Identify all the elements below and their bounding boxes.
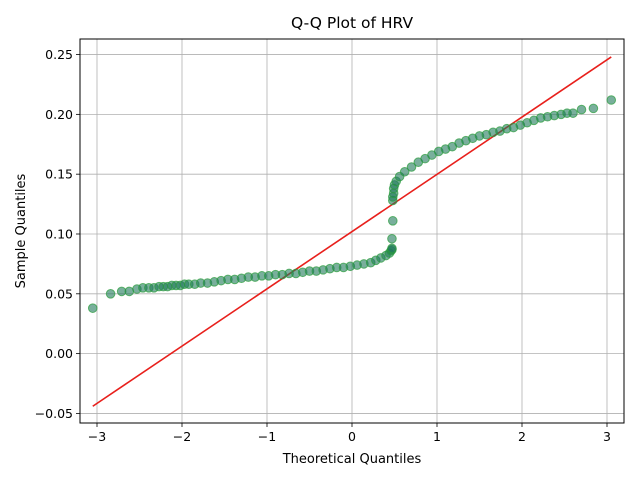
data-point: [399, 166, 410, 177]
data-point: [388, 216, 398, 226]
reference-line-layer: [92, 56, 612, 407]
x-tick-label: 1: [433, 429, 441, 444]
x-tick-label: 3: [603, 429, 611, 444]
y-tick-label: 0.10: [45, 226, 73, 241]
x-tick-label: −1: [258, 429, 276, 444]
chart-title: Q-Q Plot of HRV: [291, 14, 414, 32]
data-point: [387, 233, 397, 244]
data-point: [87, 303, 98, 313]
reference-line: [92, 56, 612, 407]
data-point: [576, 104, 587, 115]
y-tick-label: 0.00: [45, 346, 73, 361]
x-tick-label: −3: [88, 429, 106, 444]
x-tick-label: −2: [173, 429, 191, 444]
grid-lines: [80, 39, 624, 423]
y-axis-ticks: −0.05 0.00 0.05 0.10 0.15 0.20 0.25: [35, 47, 80, 421]
x-tick-label: 0: [348, 429, 356, 444]
y-axis-label: Sample Quantiles: [14, 173, 29, 288]
data-point: [606, 95, 617, 105]
data-point: [387, 243, 397, 254]
data-point: [105, 289, 116, 299]
y-tick-label: 0.15: [45, 167, 73, 182]
data-points: [87, 95, 617, 313]
x-tick-label: 2: [518, 429, 526, 444]
x-axis-ticks: −3 −2 −1 0 1 2 3: [88, 423, 611, 444]
data-point: [588, 103, 599, 114]
y-tick-label: 0.25: [45, 47, 73, 62]
data-point: [568, 108, 578, 118]
data-point: [406, 162, 417, 172]
y-tick-label: 0.20: [45, 107, 73, 122]
y-tick-label: −0.05: [35, 406, 73, 421]
y-tick-label: 0.05: [45, 286, 73, 301]
x-axis-label: Theoretical Quantiles: [282, 452, 422, 467]
